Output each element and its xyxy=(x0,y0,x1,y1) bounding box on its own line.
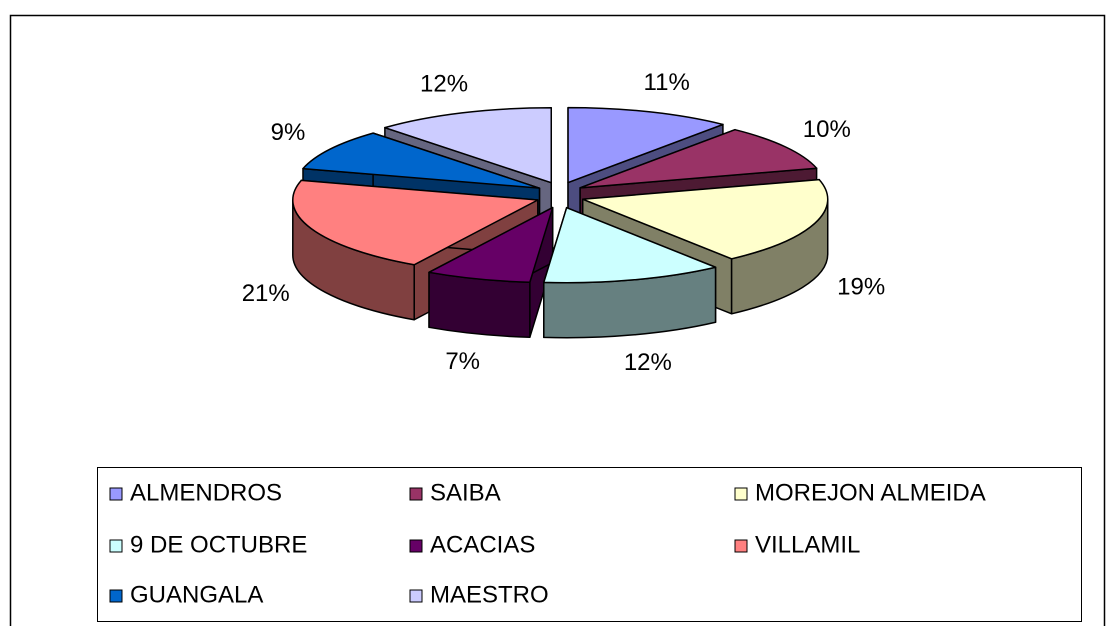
slice xyxy=(428,206,554,283)
legend-swatch xyxy=(409,589,423,603)
data-label: 9% xyxy=(271,119,306,146)
slice xyxy=(581,178,829,260)
legend-label: VILLAMIL xyxy=(755,531,860,558)
data-label: 21% xyxy=(242,280,290,307)
legend-swatch xyxy=(409,487,423,501)
legend-box xyxy=(97,467,1082,622)
legend-label: MOREJON ALMEIDA xyxy=(755,479,986,506)
slice xyxy=(302,132,541,189)
legend-label: SAIBA xyxy=(430,479,501,506)
legend-swatch xyxy=(109,589,123,603)
data-label: 19% xyxy=(837,273,885,300)
slice xyxy=(579,128,818,189)
data-label: 7% xyxy=(445,348,480,375)
data-label: 10% xyxy=(803,116,851,143)
legend-swatch xyxy=(409,539,423,553)
slice xyxy=(292,179,539,266)
data-label: 11% xyxy=(644,69,690,96)
legend-label: MAESTRO xyxy=(430,581,549,608)
legend-swatch xyxy=(109,539,123,553)
legend-label: ACACIAS xyxy=(430,531,535,558)
chart-frame xyxy=(9,14,1106,626)
slice xyxy=(567,106,724,184)
legend-label: GUANGALA xyxy=(130,581,263,608)
legend-label: 9 DE OCTUBRE xyxy=(130,531,307,558)
data-label: 12% xyxy=(624,349,672,376)
slice xyxy=(543,206,717,284)
legend-swatch xyxy=(734,487,748,501)
legend-label: ALMENDROS xyxy=(130,479,282,506)
slice xyxy=(384,106,552,184)
legend-swatch xyxy=(734,539,748,553)
legend-swatch xyxy=(109,487,123,501)
data-label: 12% xyxy=(420,70,468,97)
